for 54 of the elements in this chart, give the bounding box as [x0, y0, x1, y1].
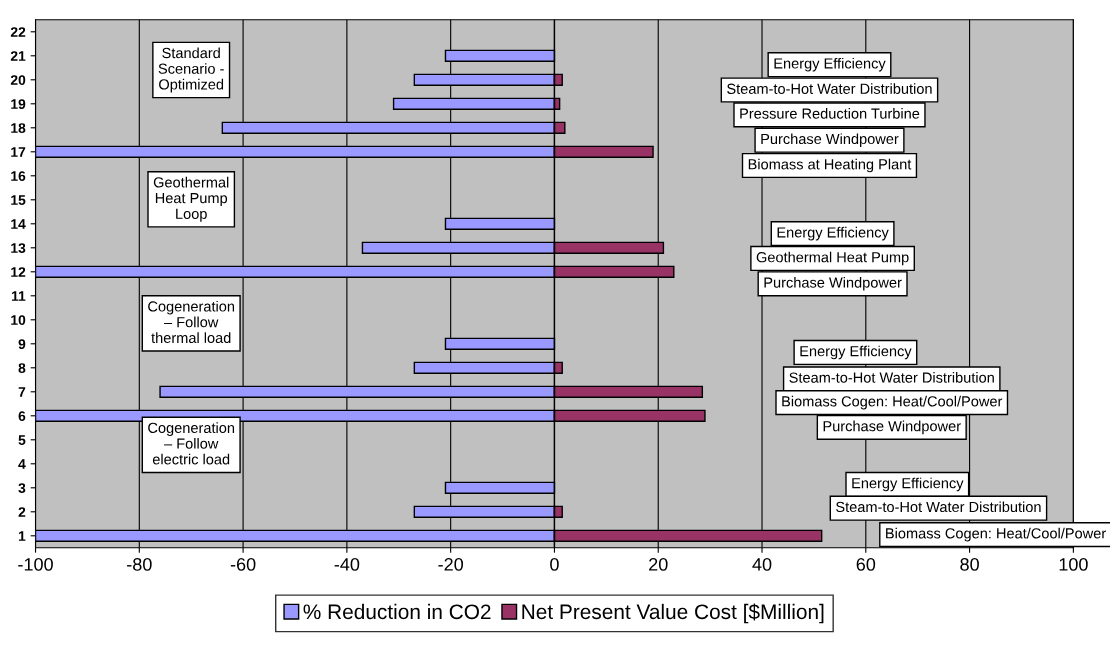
- annotation: Energy Efficiency: [800, 345, 912, 360]
- y-tick-label: 6: [18, 411, 26, 421]
- annotation: Purchase Windpower: [823, 420, 961, 435]
- annotation: Geothermal Heat Pump: [756, 251, 909, 266]
- legend-label: Net Present Value Cost [$Million]: [522, 603, 824, 624]
- y-tick-label: 2: [18, 507, 26, 517]
- x-tick-label: 40: [752, 558, 772, 571]
- annotation: Biomass Cogen: Heat/Cool/Power: [886, 527, 1106, 542]
- annotation: Steam-to-Hot Water Distribution: [727, 83, 932, 94]
- annotation: Biomass at Heating Plant: [748, 158, 912, 173]
- x-tick-label: -20: [438, 558, 463, 571]
- y-tick-label: 7: [18, 387, 26, 397]
- y-tick-label: 16: [11, 171, 26, 181]
- annotation: Biomass Cogen: Heat/Cool/Power: [782, 395, 1003, 410]
- y-tick-label: 21: [10, 51, 26, 61]
- y-tick-label: 17: [11, 147, 26, 157]
- annotation: Energy Efficiency: [774, 57, 886, 72]
- y-tick-label: 19: [11, 99, 26, 109]
- x-tick-label: -60: [230, 558, 256, 571]
- y-tick-label: 3: [18, 483, 26, 493]
- annotation: Cogeneration – Follow thermal load: [148, 300, 235, 344]
- y-tick-label: 1: [18, 531, 26, 541]
- x-tick-label: 80: [960, 558, 979, 571]
- annotation: Energy Efficiency: [852, 477, 964, 492]
- y-tick-label: 5: [18, 435, 26, 445]
- y-tick-label: 4: [18, 459, 26, 469]
- y-tick-label: 22: [10, 27, 26, 37]
- y-tick-label: 9: [18, 339, 26, 349]
- y-tick-label: 18: [11, 123, 26, 133]
- x-tick-label: 100: [1059, 558, 1088, 571]
- x-tick-label: -80: [127, 558, 152, 571]
- y-tick-label: 8: [18, 363, 26, 373]
- annotation: Purchase Windpower: [761, 133, 899, 147]
- annotation: Cogeneration – Follow electric load: [148, 422, 235, 465]
- annotation: Geothermal Heat Pump Loop: [153, 176, 229, 222]
- legend-label: % Reduction in CO2: [303, 603, 491, 620]
- x-tick-label: 20: [649, 558, 668, 571]
- y-tick-label: 20: [10, 75, 26, 85]
- y-tick-label: 11: [11, 291, 26, 301]
- annotation: Steam-to-Hot Water Distribution: [789, 372, 994, 383]
- annotation: Purchase Windpower: [764, 277, 902, 291]
- x-tick-label: 0: [550, 558, 559, 571]
- annotation: Energy Efficiency: [777, 226, 889, 241]
- y-tick-label: 15: [11, 195, 26, 205]
- annotation: Standard Scenario - Optimized: [158, 47, 224, 93]
- x-tick-label: -40: [334, 558, 360, 571]
- annotation: Steam-to-Hot Water Distribution: [836, 501, 1041, 513]
- x-tick-label: -100: [18, 558, 53, 571]
- y-tick-label: 14: [11, 219, 26, 229]
- x-tick-label: 60: [856, 558, 876, 571]
- y-tick-label: 12: [11, 267, 26, 277]
- y-tick-label: 13: [11, 243, 26, 253]
- annotation: Pressure Reduction Turbine: [740, 108, 920, 119]
- y-tick-label: 10: [11, 315, 26, 325]
